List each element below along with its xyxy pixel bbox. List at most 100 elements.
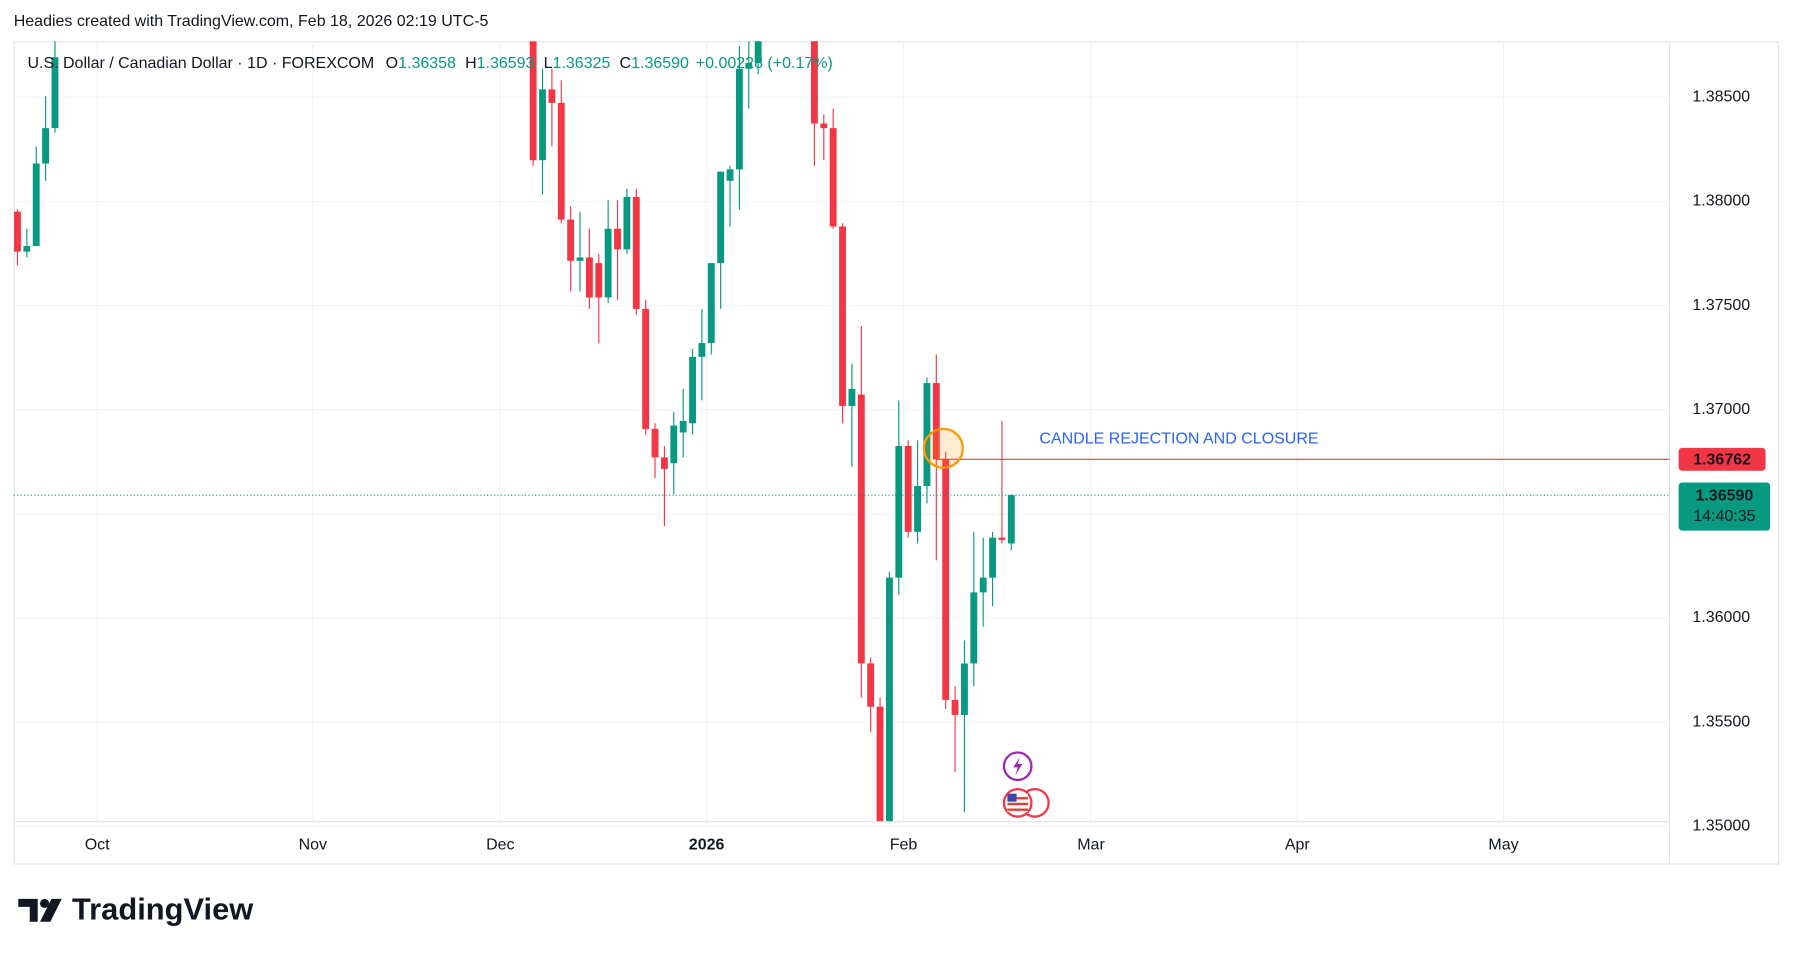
legend-value: 1.36358 (398, 55, 456, 72)
candle-body (651, 428, 659, 458)
event-icons (1002, 751, 1050, 818)
legend-key: L (544, 55, 553, 72)
x-tick-label: Dec (486, 836, 514, 853)
y-tick-label: 1.35000 (1692, 818, 1750, 835)
flag-canton (1007, 793, 1017, 802)
candle-body (585, 257, 593, 298)
candle-body (642, 308, 650, 429)
brand-name: TradingView (72, 892, 254, 927)
y-tick-label: 1.38500 (1692, 89, 1750, 106)
logo-shape (18, 898, 38, 922)
candle-body (885, 577, 893, 822)
candle-body (576, 257, 584, 261)
candle-body (670, 425, 678, 464)
candle-body (839, 226, 846, 406)
brand-logo (18, 898, 62, 922)
candle-body (754, 41, 762, 63)
candle-body (707, 263, 715, 344)
x-tick-label: May (1488, 836, 1518, 853)
candle-body (820, 123, 828, 129)
y-tick-label: 1.37500 (1692, 297, 1750, 314)
flag-stripe (1007, 797, 1029, 800)
x-tick-label: 2026 (689, 836, 725, 853)
candle-body (951, 699, 959, 715)
flag-stripe (1007, 808, 1029, 811)
y-tick-label: 1.35500 (1692, 713, 1750, 730)
candle-body (14, 211, 21, 252)
y-tick-label: 1.36000 (1692, 609, 1750, 626)
candle-body (632, 196, 640, 309)
x-tick-label: Oct (85, 836, 110, 853)
candle-body (529, 41, 537, 161)
candle-body (735, 68, 743, 170)
candle-body (23, 246, 31, 252)
annotation: CANDLE REJECTION AND CLOSURE (1039, 430, 1318, 447)
candle-body (932, 383, 940, 460)
candle-body (829, 128, 837, 227)
candle-body (979, 577, 987, 593)
candle-body (557, 102, 565, 220)
candle-body (914, 485, 921, 532)
candle-body (614, 228, 621, 250)
logo-shape (40, 898, 50, 909)
candle-body (567, 219, 575, 261)
countdown-label: 14:40:35 (1693, 508, 1755, 525)
level-label-bg (1678, 447, 1766, 471)
x-tick-label: Mar (1077, 836, 1105, 853)
legend: U.S. Dollar / Canadian Dollar · 1D · FOR… (27, 55, 832, 72)
candle-body (42, 128, 50, 164)
candle-body (923, 383, 931, 486)
logo-shape (40, 898, 62, 922)
plot (14, 41, 1015, 822)
axes: 1.350001.355001.360001.365001.370001.375… (85, 89, 1771, 853)
candle-body (1007, 495, 1015, 544)
candle-body (904, 445, 912, 532)
y-tick-label: 1.38000 (1692, 193, 1750, 210)
candle-body (989, 537, 996, 578)
candle-body (32, 163, 40, 247)
candle-body (539, 89, 546, 161)
candle-body (998, 537, 1006, 540)
y-tick-label: 1.37000 (1692, 401, 1750, 418)
overlay (13, 458, 1670, 496)
highlight-circle (922, 427, 964, 469)
candle-body (970, 592, 978, 664)
candle-body (857, 394, 865, 664)
legend-change: +0.00228 (+0.17%) (696, 55, 833, 72)
header: Headies created with TradingView.com, Fe… (14, 13, 489, 30)
legend-key: O (386, 55, 398, 72)
x-tick-label: Apr (1285, 836, 1311, 853)
candle-body (698, 343, 706, 357)
candle-body (595, 263, 603, 298)
candle-body (679, 420, 687, 433)
candle-body (848, 388, 856, 406)
legend-value: 1.36590 (631, 55, 689, 72)
legend-value: 1.36325 (553, 55, 611, 72)
candle-body (867, 663, 875, 707)
candle-body (689, 356, 696, 424)
price-label: 1.36590 (1695, 487, 1753, 504)
legend-value: 1.36593 (477, 55, 535, 72)
grid (13, 41, 1670, 827)
candle-body (876, 706, 884, 822)
candle-body (717, 171, 725, 264)
candle-body (961, 663, 968, 715)
legend-key: H (465, 55, 477, 72)
x-tick-label: Nov (299, 836, 327, 853)
candle-body (51, 57, 59, 129)
flag-stripe (1007, 802, 1029, 806)
candle-body (942, 459, 950, 700)
legend-symbol: U.S. Dollar / Canadian Dollar · 1D · FOR… (27, 55, 374, 72)
candle-body (895, 445, 903, 578)
price-label-bg (1678, 482, 1771, 531)
candle-body (604, 228, 612, 298)
lightning (1013, 757, 1023, 776)
candle-body (548, 89, 556, 103)
x-tick-label: Feb (890, 836, 918, 853)
candle-body (810, 41, 818, 124)
legend-key: C (620, 55, 632, 72)
candle-body (726, 169, 734, 181)
candle-body (745, 62, 753, 69)
